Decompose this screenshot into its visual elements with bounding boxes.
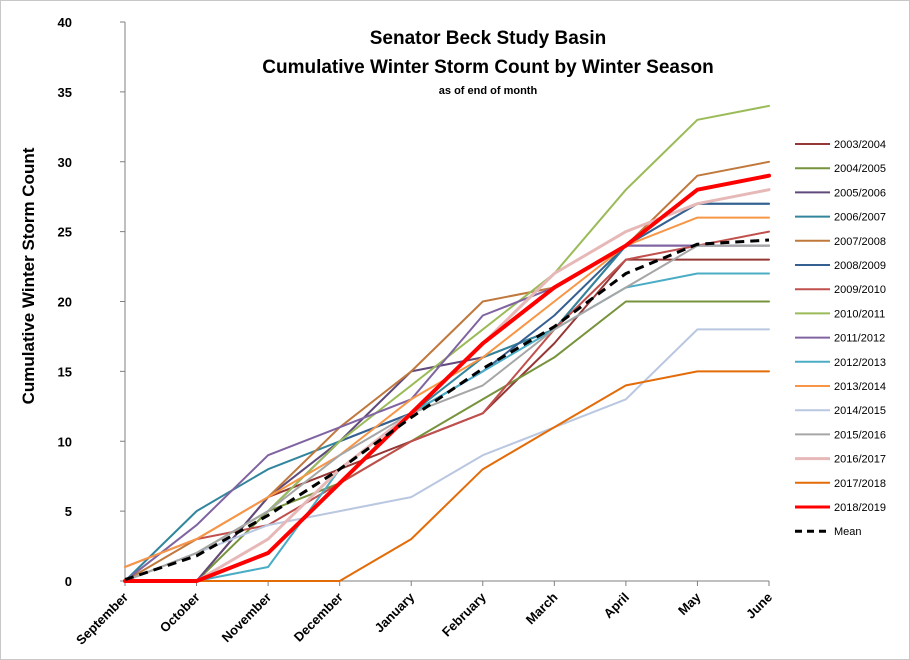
x-tick-label: April	[600, 590, 632, 622]
legend-label: 2014/2015	[834, 405, 886, 417]
chart-title: Senator Beck Study Basin	[370, 28, 607, 49]
y-tick-label: 30	[58, 155, 72, 170]
y-tick-label: 20	[58, 295, 72, 310]
x-tick-label: December	[291, 590, 346, 645]
x-tick-label: October	[157, 590, 203, 636]
chart-subtitle: Cumulative Winter Storm Count by Winter …	[262, 57, 713, 78]
legend-label: 2018/2019	[834, 502, 886, 514]
y-axis-label: Cumulative Winter Storm Count	[19, 147, 38, 404]
series-line-2010-2011	[124, 104, 770, 582]
legend-label: 2009/2010	[834, 284, 886, 296]
y-tick-label: 0	[65, 574, 72, 589]
legend-label: Mean	[834, 526, 862, 538]
x-tick-label: November	[219, 590, 275, 646]
x-tick-labels: September October November December January F…	[73, 581, 775, 648]
y-tick-label: 35	[58, 85, 72, 100]
legend: 2003/2004 2004/2005 2005/2006 2006/2007 2007…	[795, 139, 886, 538]
series-line-2018-2019	[123, 173, 771, 583]
y-tick-label: 10	[58, 434, 72, 449]
y-tick-label: 25	[58, 225, 72, 240]
series-line-2015-2016	[124, 244, 770, 582]
y-tick-labels: 0 5 10 15 20 25 30 35 40	[58, 15, 125, 589]
legend-label: 2004/2005	[834, 163, 886, 175]
legend-label: 2010/2011	[834, 308, 885, 320]
series-line-2012-2013	[124, 272, 770, 582]
series-line-2005-2006	[124, 244, 770, 582]
chart-note: as of end of month	[439, 85, 538, 97]
legend-label: 2007/2008	[834, 236, 886, 248]
series-line-2004-2005	[124, 300, 770, 582]
series-lines	[123, 104, 771, 583]
legend-label: 2005/2006	[834, 187, 886, 199]
legend-label: 2017/2018	[834, 478, 886, 490]
legend-label: 2013/2014	[834, 381, 886, 393]
series-line-2017-2018	[124, 370, 770, 582]
legend-label: 2008/2009	[834, 260, 886, 272]
legend-label: 2006/2007	[834, 212, 886, 224]
legend-label: 2015/2016	[834, 429, 886, 441]
legend-label: 2012/2013	[834, 357, 886, 369]
legend-label: 2011/2012	[834, 333, 885, 345]
x-tick-label: May	[675, 589, 704, 618]
legend-label: 2016/2017	[834, 454, 886, 466]
series-line-2011-2012	[124, 244, 770, 582]
x-tick-label: February	[439, 589, 489, 639]
x-tick-label: March	[523, 589, 561, 627]
series-line-2007-2008	[124, 160, 770, 582]
y-tick-label: 40	[58, 15, 72, 30]
y-tick-label: 5	[65, 504, 72, 519]
series-line-mean	[124, 238, 770, 582]
x-tick-label: January	[371, 589, 417, 635]
x-tick-label: September	[73, 590, 131, 648]
series-line-2014-2015	[124, 328, 770, 582]
legend-label: 2003/2004	[834, 139, 886, 151]
y-tick-label: 15	[58, 364, 72, 379]
x-tick-label: June	[743, 590, 775, 622]
